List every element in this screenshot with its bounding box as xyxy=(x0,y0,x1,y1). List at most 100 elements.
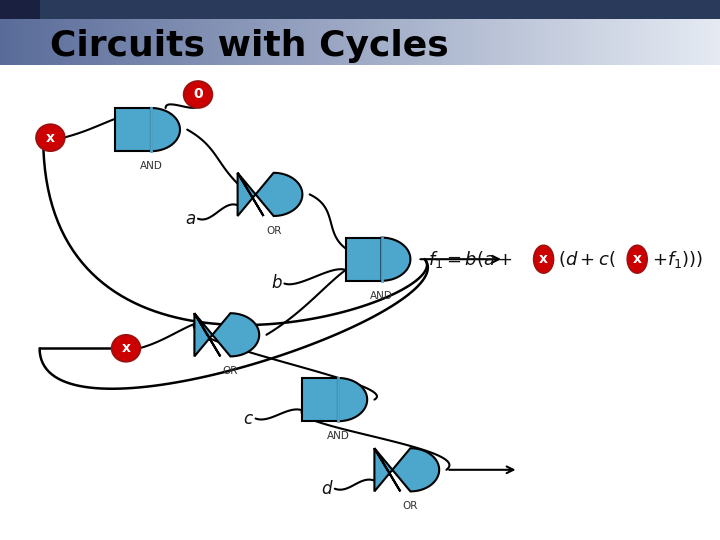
Bar xyxy=(493,0,497,65)
Bar xyxy=(659,0,662,65)
Bar xyxy=(637,0,641,65)
Bar xyxy=(4,0,7,65)
Polygon shape xyxy=(194,313,259,356)
Bar xyxy=(515,0,518,65)
Bar xyxy=(346,0,349,65)
Bar xyxy=(518,0,522,65)
Bar xyxy=(446,0,450,65)
Bar xyxy=(554,0,558,65)
Bar xyxy=(83,0,86,65)
Bar xyxy=(79,0,83,65)
Bar xyxy=(652,0,655,65)
Bar xyxy=(547,0,551,65)
Bar xyxy=(551,0,554,65)
Bar xyxy=(608,0,612,65)
Ellipse shape xyxy=(534,245,554,273)
Bar xyxy=(691,0,695,65)
Bar xyxy=(76,0,79,65)
Bar xyxy=(403,0,407,65)
Text: 0: 0 xyxy=(193,87,203,102)
Bar xyxy=(425,0,428,65)
Bar xyxy=(605,0,608,65)
Ellipse shape xyxy=(112,335,140,362)
Polygon shape xyxy=(382,238,410,281)
Bar xyxy=(630,0,634,65)
Bar xyxy=(122,0,126,65)
Bar xyxy=(616,0,619,65)
Bar xyxy=(187,0,191,65)
Bar xyxy=(529,0,533,65)
Ellipse shape xyxy=(627,245,647,273)
Bar xyxy=(256,0,259,65)
Bar xyxy=(115,0,119,65)
Text: $+ f_1)))$: $+ f_1)))$ xyxy=(652,249,703,269)
Bar xyxy=(666,0,670,65)
Bar xyxy=(698,0,702,65)
Bar xyxy=(7,0,11,65)
Bar xyxy=(400,0,403,65)
Bar xyxy=(454,0,457,65)
Bar xyxy=(263,0,266,65)
Bar xyxy=(713,0,716,65)
Bar xyxy=(36,0,40,65)
Bar xyxy=(601,0,605,65)
Text: x: x xyxy=(539,252,548,266)
Bar xyxy=(216,0,220,65)
Bar xyxy=(65,0,68,65)
Bar xyxy=(90,0,94,65)
Bar xyxy=(126,0,130,65)
Bar xyxy=(47,0,50,65)
Bar xyxy=(281,0,284,65)
Text: AND: AND xyxy=(140,161,163,171)
Text: Circuits with Cycles: Circuits with Cycles xyxy=(50,29,449,63)
Bar xyxy=(439,0,443,65)
Bar xyxy=(205,0,209,65)
Bar xyxy=(562,0,565,65)
Bar xyxy=(673,0,677,65)
Bar xyxy=(612,0,616,65)
Bar xyxy=(677,0,680,65)
Bar xyxy=(148,0,151,65)
Bar xyxy=(169,0,173,65)
Bar xyxy=(623,0,626,65)
Bar xyxy=(533,0,536,65)
Bar xyxy=(313,0,317,65)
Bar xyxy=(54,0,58,65)
Bar xyxy=(223,0,227,65)
Bar xyxy=(180,0,184,65)
Bar xyxy=(360,0,364,65)
Bar xyxy=(367,0,371,65)
Bar xyxy=(40,0,43,65)
Bar xyxy=(580,0,583,65)
Bar xyxy=(112,0,115,65)
Bar xyxy=(320,0,324,65)
Bar xyxy=(191,0,194,65)
Bar xyxy=(94,0,97,65)
Bar xyxy=(0,0,720,19)
Text: $b$: $b$ xyxy=(271,274,283,293)
Bar xyxy=(490,0,493,65)
Bar xyxy=(212,0,216,65)
Bar xyxy=(670,0,673,65)
Bar xyxy=(0,0,4,65)
Bar xyxy=(641,0,644,65)
Bar xyxy=(504,0,508,65)
Bar xyxy=(443,0,446,65)
Text: $(d + c($: $(d + c($ xyxy=(558,249,616,269)
Bar xyxy=(716,0,720,65)
Bar xyxy=(198,0,202,65)
Bar xyxy=(468,0,472,65)
Text: AND: AND xyxy=(327,431,350,441)
Bar xyxy=(140,0,144,65)
Bar xyxy=(58,0,61,65)
Bar xyxy=(22,0,25,65)
Bar xyxy=(144,0,148,65)
Bar xyxy=(576,0,580,65)
Bar xyxy=(648,0,652,65)
Bar xyxy=(418,0,421,65)
Bar xyxy=(119,0,122,65)
Bar xyxy=(655,0,659,65)
Bar xyxy=(245,0,248,65)
Bar xyxy=(486,0,490,65)
Text: AND: AND xyxy=(370,291,393,301)
